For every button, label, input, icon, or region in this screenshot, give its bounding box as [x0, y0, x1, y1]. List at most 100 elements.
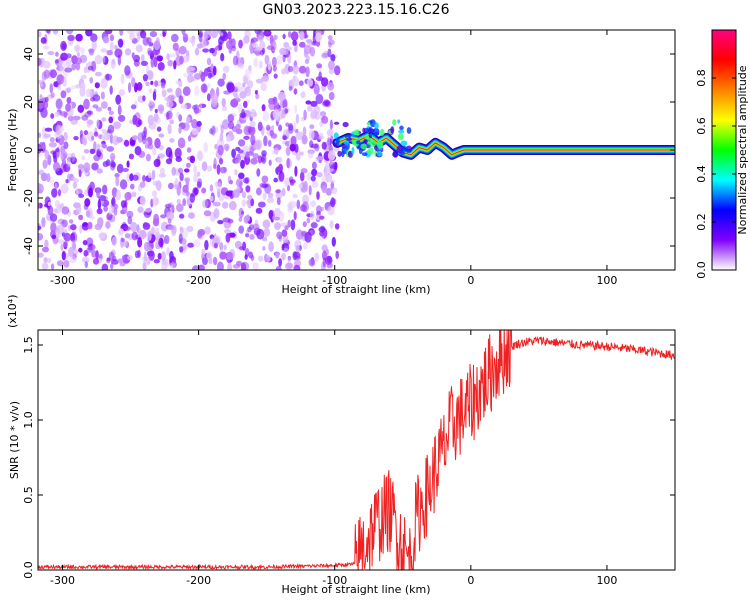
spectrogram-noise-cell — [120, 237, 125, 243]
spectrogram-noise-cell — [266, 45, 275, 51]
spectrogram-noise-cell — [217, 78, 225, 87]
spectrogram-noise-cell — [209, 184, 214, 192]
spectrogram-noise-cell — [176, 198, 181, 205]
spectrogram-noise-cell — [43, 257, 48, 263]
spectrogram-noise-cell — [85, 210, 91, 218]
spectrogram-noise-cell — [261, 104, 266, 112]
spectrogram-noise-cell — [74, 57, 82, 65]
spectrogram-noise-cell — [115, 189, 121, 201]
spectrogram-noise-cell — [148, 99, 154, 106]
spectrogram-signal-layer — [332, 119, 675, 160]
spectrogram-noise-cell — [217, 144, 224, 156]
spectrogram-noise-cell — [96, 119, 100, 129]
spectrogram-noise-cell — [106, 146, 115, 152]
spectrogram-noise-cell — [178, 233, 183, 244]
spectrogram-noise-cell — [296, 199, 301, 210]
spectrogram-noise-cell — [147, 50, 154, 56]
spectrogram-noise-cell — [39, 94, 43, 101]
spectrogram-noise-cell — [156, 126, 162, 132]
spectrogram-noise-cell — [52, 151, 57, 159]
spectrogram-noise-cell — [167, 123, 172, 135]
spectrogram-noise-cell — [279, 222, 288, 227]
spectrogram-noise-cell — [276, 156, 283, 164]
spectrogram-noise-cell — [127, 216, 133, 225]
spectrogram-noise-cell — [326, 262, 333, 269]
spectrogram-noise-cell — [154, 227, 160, 238]
spectrogram-noise-cell — [283, 42, 290, 48]
spectrogram-noise-cell — [58, 61, 67, 71]
spectrogram-noise-cell — [250, 255, 255, 261]
spectrogram-noise-cell — [113, 121, 122, 130]
spectrogram-noise-cell — [72, 181, 77, 189]
spectrogram-noise-cell — [55, 51, 59, 57]
spectrogram-noise-cell — [206, 57, 212, 66]
spectrogram-noise-cell — [257, 121, 263, 132]
spectrogram-noise-cell — [258, 201, 266, 208]
spectrogram-noise-cell — [232, 264, 241, 269]
spectrogram-noise-cell — [202, 257, 208, 266]
spectrogram-noise-cell — [78, 247, 83, 253]
spectrogram-noise-cell — [175, 80, 181, 85]
spectrogram-noise-cell — [308, 129, 315, 140]
spectrogram-noise-cell — [219, 123, 224, 129]
spectrogram-noise-cell — [88, 187, 93, 198]
spectrogram-noise-cell — [258, 255, 264, 262]
spectrogram-noise-cell — [174, 184, 179, 190]
spectrogram-noise-cell — [239, 112, 247, 118]
spectrogram-noise-cell — [263, 227, 271, 237]
spectrogram-noise-cell — [60, 90, 67, 99]
spectrogram-noise-cell — [52, 161, 61, 172]
spectrogram-noise-cell — [287, 256, 291, 265]
spectrogram-noise-cell — [164, 203, 172, 209]
spectrogram-noise-cell — [65, 179, 69, 184]
spectrogram-noise-cell — [105, 221, 111, 229]
spectrogram-noise-cell — [145, 81, 150, 87]
spectrogram-noise-cell — [50, 222, 57, 233]
spectrogram-noise-cell — [321, 185, 327, 194]
spectrogram-noise-cell — [68, 255, 77, 264]
spectrogram-noise-cell — [219, 132, 224, 142]
spectrogram-noise-cell — [83, 149, 90, 154]
spectrogram-noise-cell — [160, 82, 166, 89]
spectrogram-noise-cell — [109, 85, 113, 95]
spectrogram-noise-cell — [238, 39, 243, 49]
spectrogram-noise-cell — [82, 222, 88, 227]
spectrogram-noise-cell — [134, 250, 140, 259]
spectrogram-noise-cell — [51, 188, 58, 198]
spectrogram-signal-speckle — [397, 119, 401, 124]
spectrogram-noise-cell — [301, 134, 308, 145]
spectrogram-noise-cell — [38, 225, 42, 230]
spectrogram-noise-cell — [128, 32, 136, 41]
spectrogram-noise-cell — [268, 159, 272, 166]
spectrogram-noise-cell — [300, 204, 307, 212]
spectrogram-noise-cell — [128, 82, 132, 93]
spectrogram-noise-cell — [46, 30, 51, 35]
spectrogram-noise-cell — [49, 137, 55, 143]
spectrogram-noise-cell — [282, 98, 288, 110]
spectrogram-noise-cell — [137, 206, 144, 213]
spectrogram-noise-cell — [243, 135, 250, 140]
spectrogram-noise-cell — [244, 86, 252, 97]
spectrogram-noise-cell — [327, 48, 332, 58]
spectrogram-noise-cell — [228, 201, 237, 211]
spectrogram-noise-cell — [226, 251, 234, 261]
spectrogram-noise-cell — [219, 32, 224, 37]
spectrogram-noise-cell — [245, 185, 251, 193]
spectrogram-noise-cell — [248, 65, 252, 72]
spectrogram-noise-cell — [241, 199, 246, 207]
snr-y-tick-label: 0.0 — [22, 561, 35, 579]
spectrogram-noise-cell — [326, 136, 331, 148]
spectrogram-signal-speckle — [351, 146, 355, 155]
spectrogram-noise-cell — [101, 55, 106, 64]
spectrogram-noise-cell — [193, 73, 202, 80]
spectrogram-noise-cell — [209, 47, 215, 54]
spectrogram-noise-cell — [41, 217, 46, 228]
spectrogram-noise-cell — [292, 65, 300, 75]
spectrogram-noise-cell — [288, 31, 292, 38]
spectrogram-noise-cell — [142, 222, 151, 230]
spectrogram-noise-cell — [328, 68, 335, 75]
spectrogram-noise-cell — [329, 220, 334, 229]
spectrogram-noise-cell — [282, 135, 288, 141]
spectrogram-noise-cell — [257, 35, 264, 42]
spectrogram-noise-cell — [284, 63, 291, 75]
